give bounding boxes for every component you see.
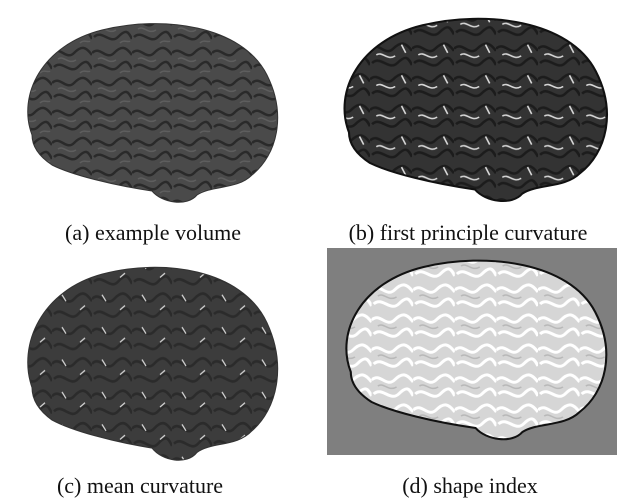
brain-image-a bbox=[27, 23, 279, 203]
brain-image-b bbox=[343, 17, 608, 203]
caption: (d) shape index bbox=[402, 473, 538, 498]
caption: (c) mean curvature bbox=[57, 473, 223, 498]
caption: (b) first principle curvature bbox=[349, 220, 588, 245]
brain-image-c bbox=[27, 266, 279, 461]
caption: (a) example volume bbox=[65, 220, 241, 245]
